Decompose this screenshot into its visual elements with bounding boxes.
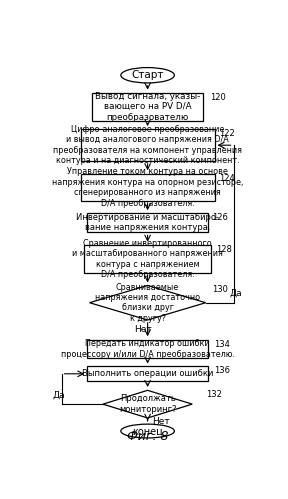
FancyBboxPatch shape bbox=[81, 129, 215, 161]
FancyBboxPatch shape bbox=[81, 174, 215, 201]
Ellipse shape bbox=[121, 67, 174, 83]
Text: Цифро-аналоговое преобразование
и вывод аналогового напряжения D/A
преобразовате: Цифро-аналоговое преобразование и вывод … bbox=[53, 125, 242, 165]
Text: 132: 132 bbox=[206, 390, 221, 399]
FancyBboxPatch shape bbox=[84, 245, 211, 273]
FancyBboxPatch shape bbox=[87, 340, 208, 358]
Text: 134: 134 bbox=[215, 340, 230, 349]
Text: Сравнение инвертированного
и масштабированного напряжения
контура с напряжением
: Сравнение инвертированного и масштабиров… bbox=[72, 239, 223, 279]
Text: 136: 136 bbox=[215, 366, 231, 375]
Text: Управление током контура на основе
напряжения контура на опорном резисторе,
сген: Управление током контура на основе напря… bbox=[52, 167, 243, 208]
Text: Передать индикатор ошибки
процессору и/или D/A преобразователю.: Передать индикатор ошибки процессору и/и… bbox=[60, 339, 235, 358]
Text: 130: 130 bbox=[212, 285, 228, 294]
Text: конец: конец bbox=[132, 426, 163, 436]
Text: Продолжать
мониторинг?: Продолжать мониторинг? bbox=[119, 394, 176, 414]
Text: Выполнить операции ошибки: Выполнить операции ошибки bbox=[82, 369, 213, 378]
FancyBboxPatch shape bbox=[87, 213, 208, 233]
Text: Да: Да bbox=[52, 391, 65, 400]
Text: Инвертирование и масштабиро-
вание напряжения контура.: Инвертирование и масштабиро- вание напря… bbox=[76, 213, 219, 233]
Text: Вывод сигнала, указы-
вающего на PV D/A
преобразователю: Вывод сигнала, указы- вающего на PV D/A … bbox=[95, 92, 200, 122]
Text: 120: 120 bbox=[210, 93, 226, 102]
Text: 128: 128 bbox=[216, 245, 232, 254]
Text: Нет: Нет bbox=[152, 417, 170, 426]
Text: Фиг. 8: Фиг. 8 bbox=[127, 430, 168, 443]
FancyBboxPatch shape bbox=[87, 366, 208, 381]
Text: Да: Да bbox=[230, 289, 242, 298]
Text: 126: 126 bbox=[212, 213, 228, 222]
FancyBboxPatch shape bbox=[92, 93, 203, 121]
Polygon shape bbox=[103, 390, 192, 418]
Text: Нет: Нет bbox=[134, 325, 152, 334]
Text: Старт: Старт bbox=[131, 70, 164, 80]
Text: Сравниваемые
напряжения достаточно
близки друг
к другу?: Сравниваемые напряжения достаточно близк… bbox=[95, 282, 200, 323]
Polygon shape bbox=[90, 285, 206, 320]
Text: 122: 122 bbox=[219, 129, 235, 138]
Ellipse shape bbox=[121, 424, 174, 438]
Text: 124: 124 bbox=[219, 174, 235, 183]
